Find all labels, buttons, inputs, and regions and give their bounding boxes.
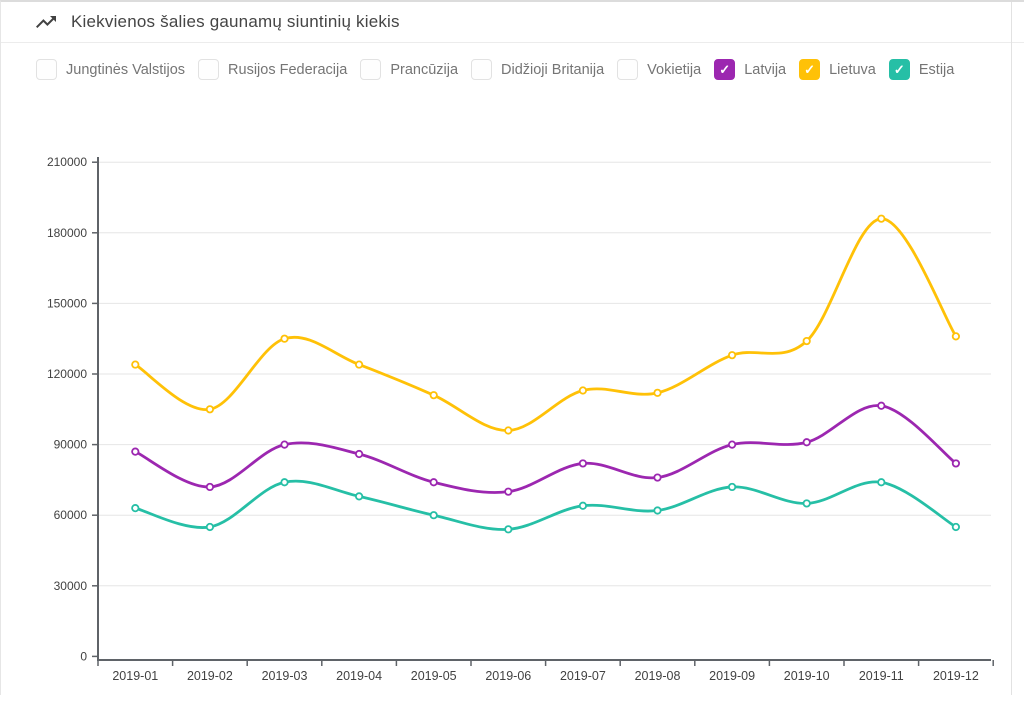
data-point-estija[interactable]: [953, 524, 959, 530]
data-point-lietuva[interactable]: [654, 390, 660, 396]
data-point-lietuva[interactable]: [953, 333, 959, 339]
data-point-lietuva[interactable]: [431, 392, 437, 398]
data-point-latvija[interactable]: [431, 479, 437, 485]
svg-text:120000: 120000: [47, 367, 87, 381]
data-point-lietuva[interactable]: [804, 338, 810, 344]
data-point-estija[interactable]: [878, 479, 884, 485]
series-points-latvija: [132, 403, 959, 495]
data-point-lietuva[interactable]: [729, 352, 735, 358]
svg-text:60000: 60000: [54, 508, 88, 522]
data-point-lietuva[interactable]: [878, 215, 884, 221]
svg-text:90000: 90000: [54, 438, 88, 452]
x-axis-labels: 2019-01 2019-02 2019-03 2019-04 2019-05 2019-…: [112, 669, 979, 683]
svg-text:0: 0: [80, 649, 87, 663]
data-point-latvija[interactable]: [878, 403, 884, 409]
data-point-lietuva[interactable]: [356, 361, 362, 367]
series-line-lietuva: [135, 219, 956, 431]
data-point-estija[interactable]: [580, 503, 586, 509]
data-point-estija[interactable]: [654, 507, 660, 513]
data-point-latvija[interactable]: [804, 439, 810, 445]
svg-text:2019-07: 2019-07: [560, 669, 606, 683]
svg-text:2019-06: 2019-06: [485, 669, 531, 683]
series-points-lietuva: [132, 215, 959, 433]
svg-text:2019-08: 2019-08: [635, 669, 681, 683]
data-point-lietuva[interactable]: [281, 336, 287, 342]
svg-text:2019-04: 2019-04: [336, 669, 382, 683]
card-right-border: [1011, 2, 1012, 695]
svg-text:2019-05: 2019-05: [411, 669, 457, 683]
data-point-lietuva[interactable]: [132, 361, 138, 367]
data-point-latvija[interactable]: [356, 451, 362, 457]
data-point-latvija[interactable]: [207, 484, 213, 490]
data-point-estija[interactable]: [505, 526, 511, 532]
data-point-estija[interactable]: [132, 505, 138, 511]
data-point-latvija[interactable]: [132, 448, 138, 454]
svg-text:30000: 30000: [54, 579, 88, 593]
data-point-lietuva[interactable]: [505, 427, 511, 433]
data-point-estija[interactable]: [356, 493, 362, 499]
data-point-estija[interactable]: [281, 479, 287, 485]
data-point-estija[interactable]: [431, 512, 437, 518]
data-point-latvija[interactable]: [729, 441, 735, 447]
data-point-lietuva[interactable]: [580, 387, 586, 393]
svg-text:2019-03: 2019-03: [262, 669, 308, 683]
svg-text:210000: 210000: [47, 155, 87, 169]
series-line-latvija: [135, 406, 956, 493]
svg-text:2019-12: 2019-12: [933, 669, 979, 683]
data-point-estija[interactable]: [804, 500, 810, 506]
data-point-latvija[interactable]: [654, 474, 660, 480]
svg-text:2019-01: 2019-01: [112, 669, 158, 683]
svg-text:2019-02: 2019-02: [187, 669, 233, 683]
svg-text:2019-10: 2019-10: [784, 669, 830, 683]
svg-text:2019-09: 2019-09: [709, 669, 755, 683]
svg-text:150000: 150000: [47, 296, 87, 310]
series-points-estija: [132, 479, 959, 532]
y-axis-labels: 0 30000 60000 90000 120000 150000 180000 210000: [47, 155, 87, 663]
data-point-latvija[interactable]: [505, 488, 511, 494]
chart-gridlines: [98, 162, 991, 586]
series-line-estija: [135, 481, 956, 529]
svg-text:2019-11: 2019-11: [859, 669, 904, 683]
data-point-latvija[interactable]: [580, 460, 586, 466]
data-point-estija[interactable]: [207, 524, 213, 530]
data-point-estija[interactable]: [729, 484, 735, 490]
data-point-lietuva[interactable]: [207, 406, 213, 412]
data-point-latvija[interactable]: [281, 441, 287, 447]
svg-text:180000: 180000: [47, 226, 87, 240]
data-point-latvija[interactable]: [953, 460, 959, 466]
